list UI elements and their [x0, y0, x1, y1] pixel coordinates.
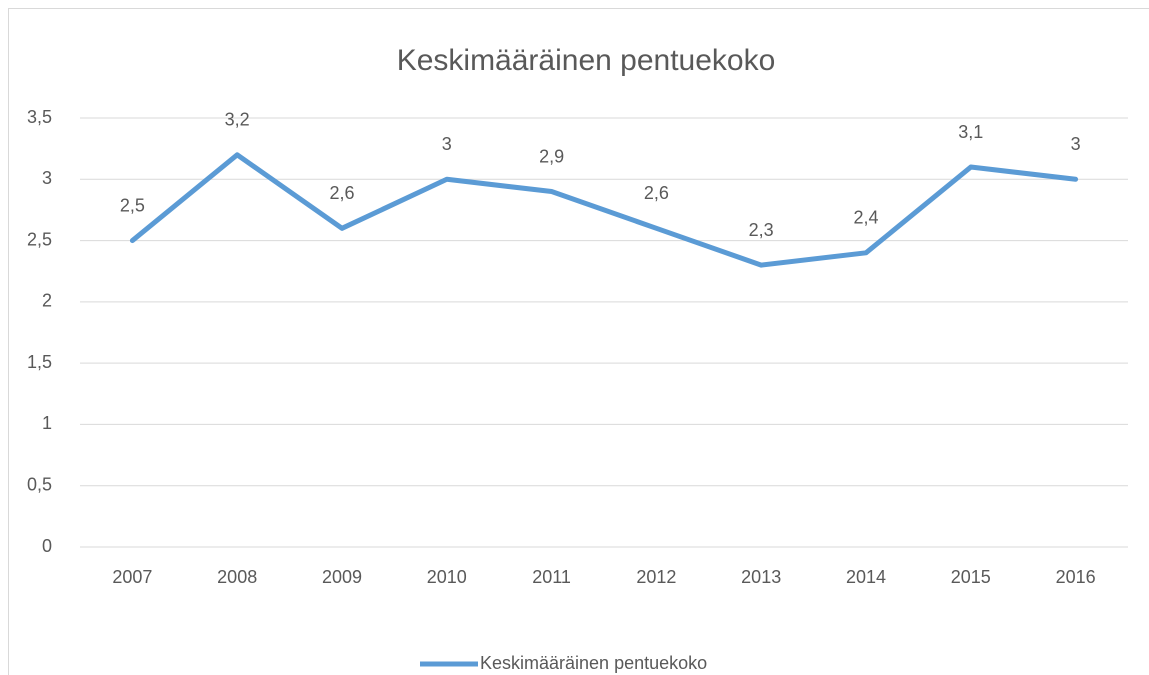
data-label: 2,3 — [749, 220, 774, 240]
x-tick-label: 2007 — [112, 567, 152, 587]
y-tick-label: 0,5 — [27, 474, 52, 494]
data-label: 3,1 — [958, 122, 983, 142]
y-tick-label: 2,5 — [27, 229, 52, 249]
x-tick-label: 2015 — [951, 567, 991, 587]
x-tick-label: 2013 — [741, 567, 781, 587]
x-tick-label: 2014 — [846, 567, 886, 587]
y-tick-label: 1 — [42, 413, 52, 433]
data-label: 2,6 — [644, 183, 669, 203]
y-tick-label: 3,5 — [27, 107, 52, 127]
x-tick-label: 2011 — [532, 567, 571, 587]
line-series — [129, 152, 1079, 268]
data-label: 3 — [1071, 134, 1081, 154]
y-tick-label: 2 — [42, 291, 52, 311]
data-label: 2,6 — [329, 183, 354, 203]
y-tick-label: 3 — [42, 168, 52, 188]
data-label: 2,5 — [120, 195, 145, 215]
data-label: 3 — [442, 134, 452, 154]
legend-label: Keskimääräinen pentuekoko — [480, 653, 707, 673]
y-tick-label: 0 — [42, 536, 52, 556]
data-label: 3,2 — [225, 110, 250, 130]
x-tick-label: 2009 — [322, 567, 362, 587]
x-tick-label: 2010 — [427, 567, 467, 587]
data-label: 2,4 — [853, 208, 878, 228]
x-tick-label: 2016 — [1056, 567, 1096, 587]
data-label: 2,9 — [539, 146, 564, 166]
x-tick-label: 2012 — [636, 567, 676, 587]
chart-frame — [8, 8, 1149, 675]
x-tick-label: 2008 — [217, 567, 257, 587]
y-tick-label: 1,5 — [27, 352, 52, 372]
chart-title: Keskimääräinen pentuekoko — [397, 44, 776, 77]
